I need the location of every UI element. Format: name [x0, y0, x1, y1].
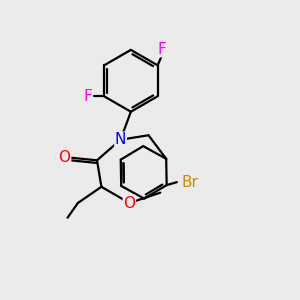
Text: N: N — [115, 132, 126, 147]
Text: O: O — [123, 196, 135, 211]
Text: Br: Br — [182, 175, 199, 190]
Text: F: F — [83, 89, 92, 104]
Text: O: O — [58, 150, 70, 165]
Text: F: F — [158, 42, 167, 57]
